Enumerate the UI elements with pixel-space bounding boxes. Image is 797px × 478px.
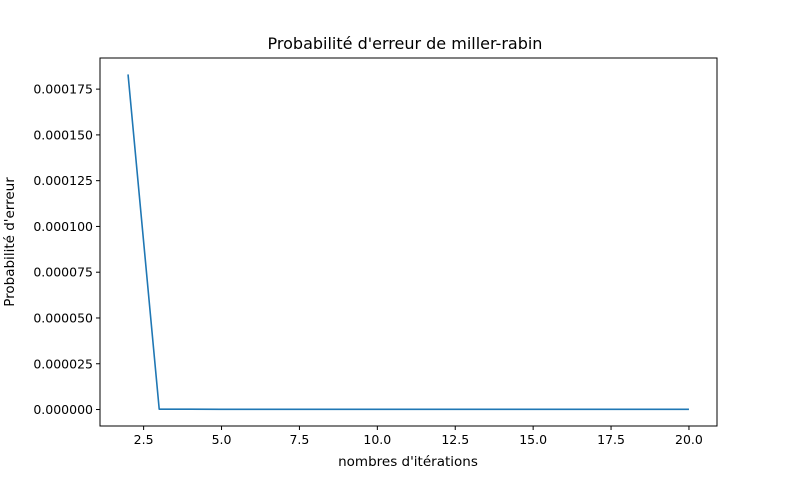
x-axis-label: nombres d'itérations [338,454,478,470]
plot-area: 2.5 5.0 7.5 10.0 12.5 15.0 17.5 20.0 0.0000000.… [33,57,718,447]
y-tick-label: 0.000150 [33,127,93,142]
y-tick-label: 0.000075 [33,265,93,280]
x-axis-ticks: 2.5 5.0 7.5 10.0 12.5 15.0 17.5 20.0 [134,426,703,447]
series-line [127,74,689,411]
series-layer [127,74,689,411]
x-tick-label: 10.0 [363,432,391,447]
x-tick-label: 12.5 [441,432,469,447]
chart-title: Probabilité d'erreur de miller-rabin [268,34,543,53]
y-axis-label: Probabilité d'erreur [2,177,18,307]
x-tick-label: 20.0 [675,432,703,447]
axes-frame [99,57,718,427]
y-tick-label: 0.000125 [33,173,93,188]
y-axis-ticks: 0.000000 0.000025 0.000050 0.000075 0.000100… [33,82,100,417]
y-tick-label: 0.000100 [33,219,93,234]
y-tick-label: 0.000025 [33,356,93,371]
x-tick-label: 15.0 [519,432,547,447]
y-tick-label: 0.000050 [33,310,93,325]
y-tick-label: 0.000000 [33,402,93,417]
x-tick-label: 5.0 [212,432,232,447]
x-tick-label: 17.5 [597,432,625,447]
y-tick-label: 0.000175 [33,82,93,97]
x-tick-label: 7.5 [289,432,309,447]
x-tick-label: 2.5 [134,432,154,447]
